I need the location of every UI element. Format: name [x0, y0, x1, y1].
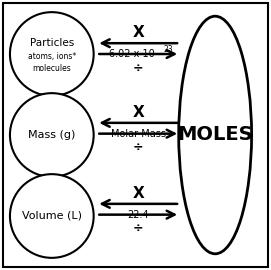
Text: ÷: ÷: [133, 62, 144, 75]
Text: X: X: [132, 185, 144, 201]
Text: molecules: molecules: [33, 64, 71, 73]
Ellipse shape: [179, 16, 251, 254]
Text: ÷: ÷: [133, 141, 144, 154]
Text: 6.02 x 10: 6.02 x 10: [109, 49, 154, 59]
Text: 22.4: 22.4: [127, 210, 149, 220]
Text: X: X: [132, 25, 144, 40]
Circle shape: [10, 93, 94, 177]
Circle shape: [10, 12, 94, 96]
Text: Mass (g): Mass (g): [28, 130, 76, 140]
Text: ÷: ÷: [133, 222, 144, 235]
Text: X: X: [132, 104, 144, 120]
Text: atoms, ions*: atoms, ions*: [28, 52, 76, 61]
Text: MOLES: MOLES: [177, 126, 253, 144]
Circle shape: [10, 174, 94, 258]
Text: 23: 23: [164, 45, 173, 54]
Text: Volume (L): Volume (L): [22, 211, 82, 221]
Text: Molar Mass: Molar Mass: [111, 129, 166, 139]
Text: Particles: Particles: [30, 38, 74, 48]
